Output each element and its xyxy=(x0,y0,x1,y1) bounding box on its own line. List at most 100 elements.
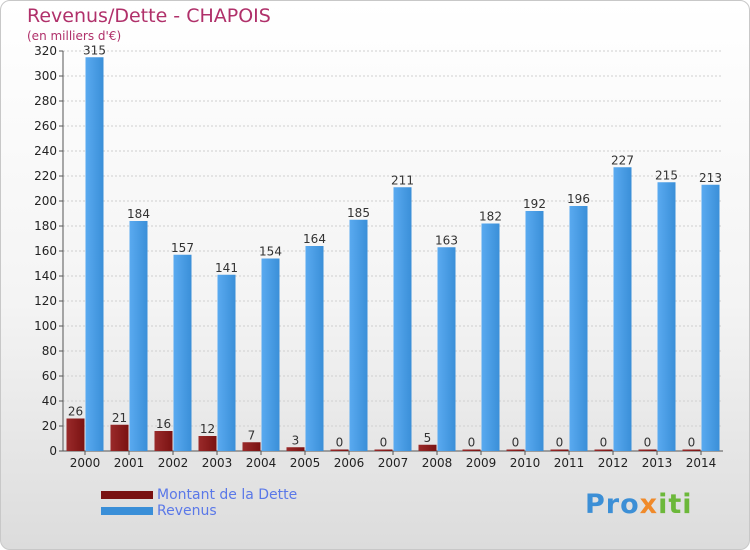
x-tick-label: 2002 xyxy=(158,456,189,470)
bar-debt xyxy=(506,449,525,451)
data-label-debt: 0 xyxy=(644,436,652,450)
bar-revenue xyxy=(349,219,368,451)
data-label-revenue: 192 xyxy=(523,197,546,211)
legend-label-revenue: Revenus xyxy=(157,503,217,519)
data-label-revenue: 213 xyxy=(699,171,722,185)
y-tick-label: 140 xyxy=(34,269,57,283)
bar-debt xyxy=(594,449,613,451)
y-tick-label: 200 xyxy=(34,194,57,208)
bar-debt xyxy=(66,418,85,451)
legend-swatch-debt xyxy=(101,491,153,499)
x-tick-label: 2003 xyxy=(202,456,233,470)
x-tick-label: 2010 xyxy=(510,456,541,470)
bar-debt xyxy=(242,442,261,451)
data-label-revenue: 182 xyxy=(479,210,502,224)
bar-debt xyxy=(286,447,305,451)
logo-part-2: x xyxy=(639,489,659,520)
y-tick-label: 0 xyxy=(49,444,57,458)
chart-subtitle: (en milliers d'€) xyxy=(27,29,122,43)
bar-revenue xyxy=(217,274,236,451)
data-label-debt: 0 xyxy=(556,436,564,450)
data-label-revenue: 185 xyxy=(347,206,370,220)
x-tick-label: 2012 xyxy=(598,456,629,470)
y-tick-label: 260 xyxy=(34,119,57,133)
data-label-revenue: 211 xyxy=(391,173,414,187)
bar-revenue xyxy=(305,246,324,451)
data-label-revenue: 215 xyxy=(655,168,678,182)
legend-swatch-revenue xyxy=(101,507,153,515)
y-tick-label: 180 xyxy=(34,219,57,233)
bar-debt xyxy=(330,449,349,451)
data-label-debt: 0 xyxy=(600,436,608,450)
legend-item-revenue: Revenus xyxy=(101,503,297,519)
bar-debt xyxy=(462,449,481,451)
x-tick-label: 2001 xyxy=(114,456,145,470)
bar-revenue xyxy=(569,206,588,451)
data-label-debt: 26 xyxy=(68,405,83,419)
legend-item-debt: Montant de la Dette xyxy=(101,487,297,503)
data-label-debt: 21 xyxy=(112,411,127,425)
proxiti-logo: Proxiti xyxy=(585,489,693,520)
legend: Montant de la Dette Revenus xyxy=(101,487,297,519)
bar-revenue xyxy=(437,247,456,451)
x-tick-label: 2004 xyxy=(246,456,277,470)
data-label-revenue: 141 xyxy=(215,261,238,275)
x-tick-label: 2005 xyxy=(290,456,321,470)
data-label-debt: 12 xyxy=(200,422,215,436)
bar-debt xyxy=(682,449,701,451)
data-label-revenue: 196 xyxy=(567,192,590,206)
y-tick-label: 300 xyxy=(34,69,57,83)
y-tick-label: 40 xyxy=(42,394,57,408)
x-tick-label: 2011 xyxy=(554,456,585,470)
y-tick-label: 80 xyxy=(42,344,57,358)
data-label-revenue: 154 xyxy=(259,245,282,259)
logo-part-1: Pro xyxy=(585,489,640,520)
bar-revenue xyxy=(525,211,544,451)
bar-revenue xyxy=(481,223,500,451)
bar-revenue xyxy=(129,221,148,451)
data-label-revenue: 184 xyxy=(127,207,150,221)
y-tick-label: 280 xyxy=(34,94,57,108)
legend-label-debt: Montant de la Dette xyxy=(157,487,298,503)
bar-revenue xyxy=(613,167,632,451)
x-tick-label: 2006 xyxy=(334,456,365,470)
bar-revenue xyxy=(701,184,720,451)
bar-debt xyxy=(110,424,129,451)
data-label-revenue: 227 xyxy=(611,153,634,167)
bar-revenue xyxy=(261,258,280,451)
y-tick-label: 240 xyxy=(34,144,57,158)
data-label-debt: 7 xyxy=(248,428,256,442)
data-label-debt: 0 xyxy=(468,436,476,450)
x-tick-label: 2014 xyxy=(686,456,717,470)
logo-part-3: iti xyxy=(658,489,693,520)
chart-title: Revenus/Dette - CHAPOIS xyxy=(27,5,271,27)
bar-debt xyxy=(374,449,393,451)
x-tick-label: 2013 xyxy=(642,456,673,470)
y-tick-label: 220 xyxy=(34,169,57,183)
bar-debt xyxy=(418,444,437,451)
data-label-debt: 5 xyxy=(424,431,432,445)
x-tick-label: 2007 xyxy=(378,456,409,470)
x-tick-label: 2008 xyxy=(422,456,453,470)
bar-debt xyxy=(154,431,173,451)
data-label-debt: 3 xyxy=(292,433,300,447)
y-tick-label: 100 xyxy=(34,319,57,333)
x-tick-label: 2000 xyxy=(70,456,101,470)
bar-revenue xyxy=(173,254,192,451)
bar-revenue xyxy=(85,57,104,451)
y-tick-label: 120 xyxy=(34,294,57,308)
bar-debt xyxy=(550,449,569,451)
bar-revenue xyxy=(393,187,412,451)
data-label-debt: 16 xyxy=(156,417,171,431)
data-label-revenue: 164 xyxy=(303,232,326,246)
bar-debt xyxy=(198,436,217,451)
data-label-debt: 0 xyxy=(512,436,520,450)
data-label-revenue: 315 xyxy=(83,43,106,57)
data-label-revenue: 157 xyxy=(171,241,194,255)
bar-debt xyxy=(638,449,657,451)
bar-revenue xyxy=(657,182,676,451)
y-tick-label: 160 xyxy=(34,244,57,258)
data-label-revenue: 163 xyxy=(435,233,458,247)
